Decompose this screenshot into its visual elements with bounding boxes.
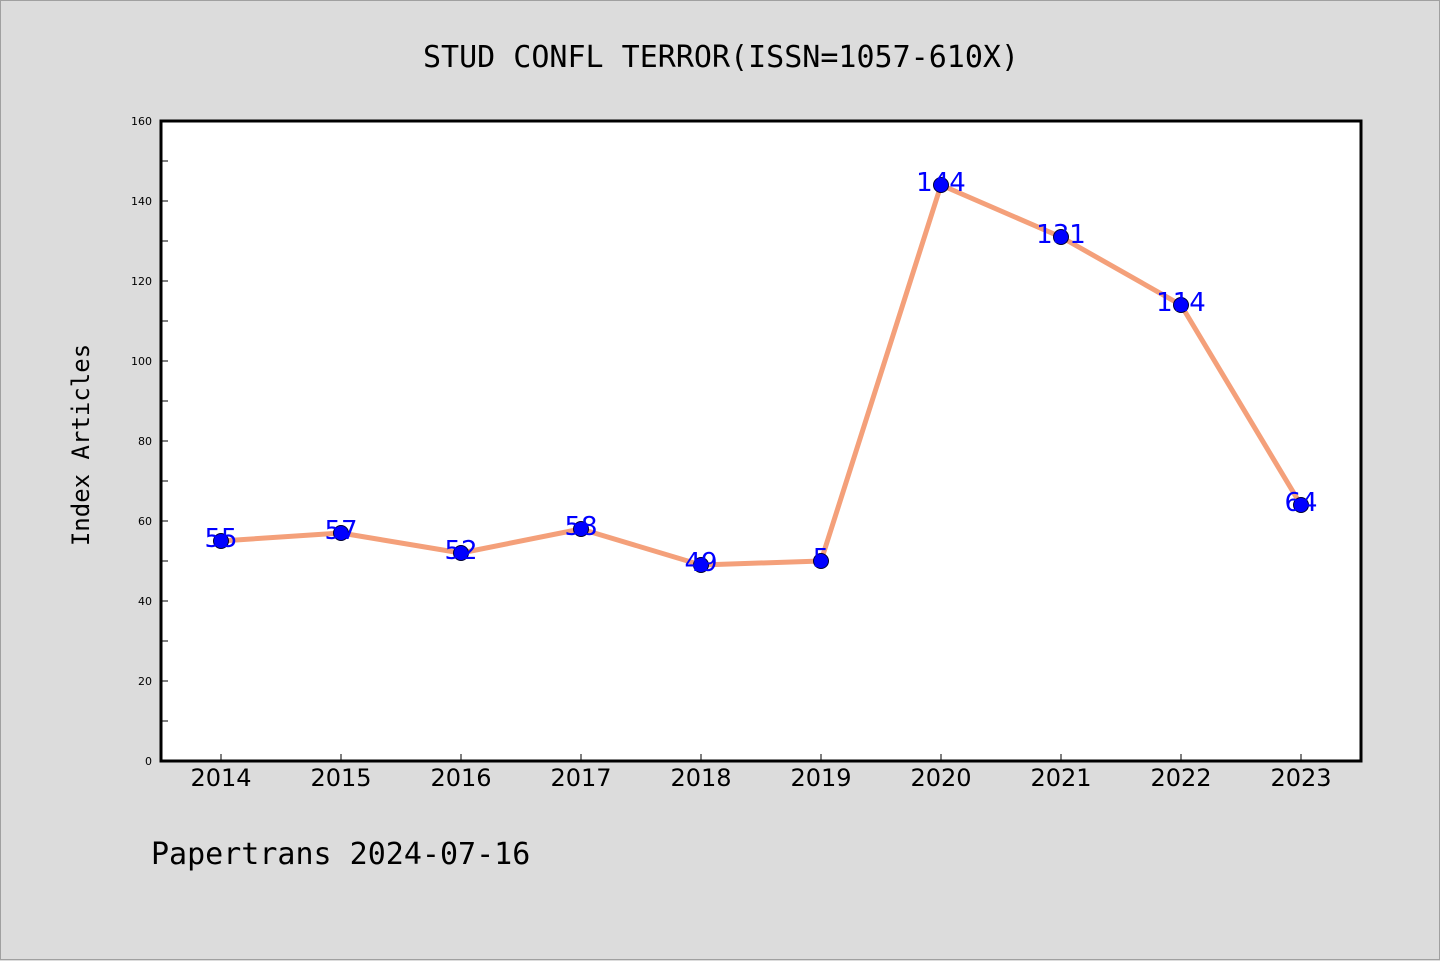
data-label: 49: [684, 548, 717, 578]
y-tick-label: 100: [131, 355, 152, 368]
data-label: 5: [813, 544, 830, 574]
data-point: [213, 533, 229, 549]
x-tick-label: 2017: [550, 764, 611, 792]
data-point: [453, 545, 469, 561]
data-label: 58: [564, 512, 597, 542]
data-point: [1293, 497, 1309, 513]
data-label: 131: [1036, 220, 1086, 250]
data-label: 114: [1156, 288, 1206, 318]
y-axis-label: Index Articles: [67, 344, 95, 546]
x-tick-label: 2018: [670, 764, 731, 792]
chart-title: STUD CONFL TERROR(ISSN=1057-610X): [423, 40, 1019, 75]
data-point: [813, 553, 829, 569]
data-label: 57: [324, 516, 357, 546]
data-label: 144: [916, 168, 966, 198]
footer-text: Papertrans 2024-07-16: [151, 837, 530, 872]
x-axis: 2014 2015 2016 2017 2018 2019 2020 2021 2022 2023: [190, 754, 1332, 792]
data-point: [333, 525, 349, 541]
x-tick-label: 2019: [790, 764, 851, 792]
y-tick-label: 0: [145, 755, 152, 768]
x-tick-label: 2015: [310, 764, 371, 792]
data-label: 55: [204, 524, 237, 554]
x-tick-label: 2020: [910, 764, 971, 792]
series-line: [218, 182, 1304, 568]
x-tick-label: 2021: [1030, 764, 1091, 792]
data-label: 64: [1284, 488, 1317, 518]
data-point: [573, 521, 589, 537]
x-tick-label: 2023: [1270, 764, 1331, 792]
x-tick-label: 2014: [190, 764, 251, 792]
data-label: 52: [444, 536, 477, 566]
y-tick-label: 160: [131, 115, 152, 128]
y-tick-label: 80: [138, 435, 152, 448]
plot-area: [161, 121, 1361, 761]
data-point: [693, 557, 709, 573]
x-tick-label: 2022: [1150, 764, 1211, 792]
y-tick-label: 140: [131, 195, 152, 208]
y-tick-label: 60: [138, 515, 152, 528]
y-tick-label: 40: [138, 595, 152, 608]
x-tick-label: 2016: [430, 764, 491, 792]
plot-frame: [159, 119, 1363, 763]
y-tick-label: 120: [131, 275, 152, 288]
series-group: 55 57 52 58 49 5 144 131 114 64: [204, 168, 1317, 578]
data-point: [933, 177, 949, 193]
y-tick-label: 20: [138, 675, 152, 688]
data-point: [1053, 229, 1069, 245]
data-point: [1173, 297, 1189, 313]
